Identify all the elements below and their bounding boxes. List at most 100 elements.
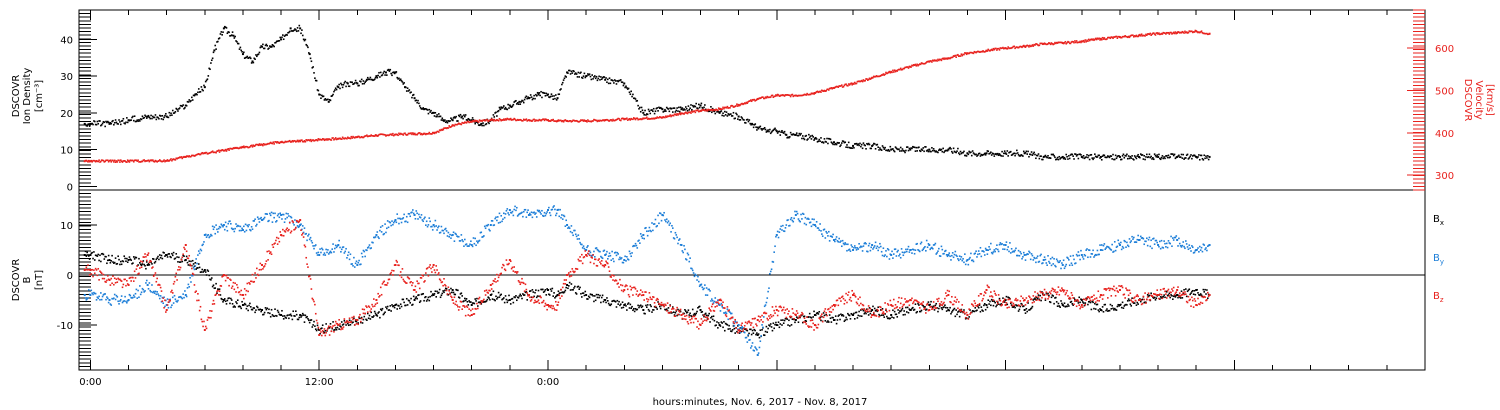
velocity-point <box>689 111 691 113</box>
velocity-point <box>116 161 119 163</box>
ion-density-point <box>350 81 353 84</box>
ion-density-point <box>759 125 762 128</box>
bx-point <box>779 323 782 325</box>
ion-density-point <box>1010 154 1013 156</box>
velocity-point <box>1116 37 1119 40</box>
by-point <box>494 217 496 220</box>
velocity-point <box>781 94 783 97</box>
ion-density-point <box>1048 157 1050 159</box>
velocity-point <box>1091 39 1094 41</box>
velocity-point <box>1048 42 1050 44</box>
velocity-point <box>162 160 165 162</box>
bx-point <box>619 304 621 307</box>
by-point <box>814 225 817 228</box>
velocity-point <box>145 160 148 162</box>
bx-point <box>511 297 514 300</box>
ion-density-point <box>820 137 822 139</box>
ion-density-point <box>838 142 840 144</box>
velocity-point <box>280 141 283 144</box>
velocity-point <box>923 62 925 65</box>
velocity-point <box>351 137 353 139</box>
velocity-point <box>100 160 102 163</box>
ion-density-point <box>253 57 256 60</box>
bx-point <box>875 309 878 311</box>
bx-point <box>547 289 550 291</box>
bx-point <box>623 304 626 306</box>
by-point <box>747 334 749 336</box>
ion-density-point <box>364 81 366 83</box>
bx-point <box>646 304 649 306</box>
ion-density-point <box>789 131 792 134</box>
ion-density-point <box>744 121 746 124</box>
by-point <box>754 346 756 348</box>
ion-density-point <box>273 45 275 48</box>
velocity-point <box>821 89 823 92</box>
ion-density-point <box>875 144 878 146</box>
velocity-point <box>589 120 592 123</box>
ion-density-point <box>115 121 118 124</box>
by-point <box>677 242 679 245</box>
velocity-point <box>1185 31 1187 34</box>
bx-point <box>796 317 799 319</box>
ion-density-point <box>408 89 411 91</box>
ion-density-point <box>1016 149 1018 152</box>
ion-density-point <box>1068 155 1070 157</box>
bx-point <box>361 322 364 324</box>
ion-density-point <box>907 149 910 152</box>
ion-density-point <box>460 116 463 119</box>
velocity-point <box>801 94 804 97</box>
bx-point <box>327 327 330 329</box>
velocity-point <box>702 109 704 111</box>
velocity-point <box>288 139 291 142</box>
bx-point <box>135 256 138 259</box>
by-point <box>639 233 642 235</box>
by-point <box>140 291 143 294</box>
velocity-point <box>1077 41 1080 44</box>
by-point <box>481 236 483 238</box>
ion-density-point <box>114 119 117 121</box>
bx-point <box>955 309 957 311</box>
velocity-point <box>1035 43 1038 45</box>
velocity-point <box>944 58 947 60</box>
by-point <box>704 284 706 286</box>
bx-point <box>396 308 399 310</box>
ion-density-point <box>1048 157 1051 159</box>
bx-point <box>579 286 581 289</box>
velocity-point <box>853 81 856 84</box>
ion-density-point <box>222 27 225 30</box>
bx-point <box>100 260 102 263</box>
ion-density-point <box>1201 157 1204 160</box>
bx-point <box>957 310 960 313</box>
bx-point <box>186 261 189 264</box>
bx-point <box>531 289 534 291</box>
velocity-point <box>138 161 140 163</box>
velocity-point <box>432 131 435 134</box>
ion-density-point <box>1200 154 1203 157</box>
by-point <box>109 303 112 305</box>
velocity-point <box>996 47 999 50</box>
velocity-point <box>996 49 998 51</box>
bx-point <box>1109 303 1112 306</box>
ion-density-point <box>535 93 537 96</box>
bx-point <box>111 254 113 257</box>
by-point <box>273 216 275 219</box>
bx-point <box>231 303 234 305</box>
velocity-point <box>251 146 254 148</box>
ion-density-point <box>1171 153 1173 155</box>
bx-point <box>150 261 152 264</box>
velocity-point <box>273 143 275 145</box>
velocity-point <box>132 160 135 163</box>
by-point <box>691 269 694 272</box>
ion-density-point <box>861 147 864 150</box>
by-point <box>179 295 182 298</box>
velocity-point <box>670 115 672 118</box>
bx-point <box>1106 308 1108 310</box>
ion-density-point <box>1054 156 1056 159</box>
velocity-point <box>407 132 410 135</box>
ion-density-point <box>325 99 327 101</box>
velocity-point <box>547 119 550 122</box>
velocity-point <box>638 118 640 120</box>
bx-point <box>408 300 411 302</box>
ion-density-point <box>436 114 438 116</box>
by-point <box>275 220 278 222</box>
